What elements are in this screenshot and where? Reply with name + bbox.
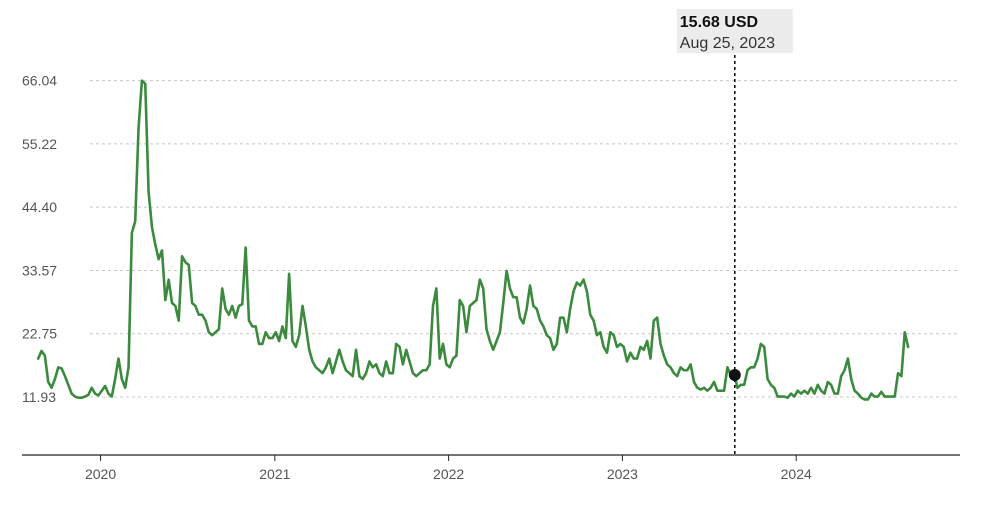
highlight-point[interactable] [728, 369, 741, 382]
y-tick-label: 11.93 [22, 389, 56, 405]
x-tick-label: 2021 [259, 466, 290, 482]
y-tick-label: 44.40 [22, 199, 57, 215]
x-axis-ticks: 2020 2021 2022 2023 2024 [85, 455, 812, 482]
y-tick-label: 33.57 [22, 262, 57, 278]
tooltip-value: 15.68 USD [680, 14, 758, 31]
gridlines [90, 80, 960, 398]
y-axis-ticks: 11.93 22.75 33.57 44.40 55.22 66.04 [22, 73, 57, 405]
y-tick-label: 66.04 [22, 73, 57, 89]
tooltip-date: Aug 25, 2023 [680, 35, 775, 52]
x-tick-label: 2023 [607, 466, 638, 482]
tooltip-box [676, 9, 793, 53]
series-line[interactable] [36, 79, 910, 401]
hover-indicator: 15.68 USD Aug 25, 2023 [676, 9, 793, 455]
x-tick-label: 2024 [781, 466, 812, 482]
x-tick-label: 2020 [85, 466, 116, 482]
y-tick-label: 22.75 [22, 326, 57, 342]
y-tick-label: 55.22 [22, 136, 57, 152]
x-tick-label: 2022 [433, 466, 464, 482]
